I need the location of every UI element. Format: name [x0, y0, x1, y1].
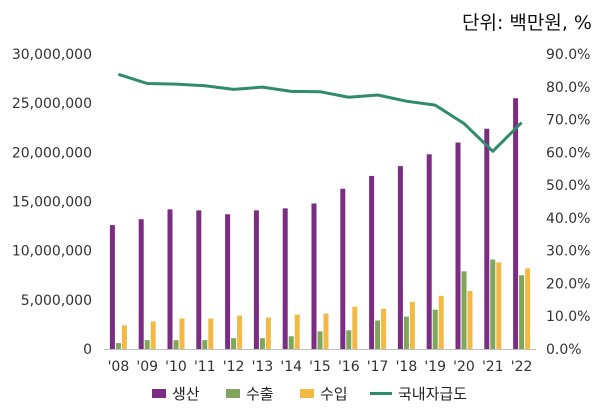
bar-수입: [208, 318, 214, 349]
bar-생산: [138, 219, 144, 349]
legend-swatch: [300, 389, 314, 398]
y-left-tick-label: 30,000,000: [12, 47, 92, 63]
bar-수입: [467, 290, 473, 349]
bars: [109, 98, 531, 349]
y-right-tick-label: 10.0%: [546, 309, 590, 325]
bar-수출: [346, 330, 352, 349]
x-tick-label: '16: [338, 359, 360, 375]
legend-label: 국내자급도: [398, 385, 467, 403]
y-left-tick-label: 20,000,000: [12, 145, 92, 161]
left-axis: 0 5,000,000 10,000,000 15,000,000 20,000,000…: [12, 47, 92, 358]
x-tick-label: '09: [136, 359, 158, 375]
bar-수입: [323, 313, 329, 349]
x-tick-label: '22: [511, 359, 533, 375]
bar-수출: [519, 275, 525, 349]
bar-수출: [202, 340, 208, 349]
y-left-tick-label: 15,000,000: [12, 195, 92, 211]
x-tick-label: '11: [194, 359, 216, 375]
x-tick-label: '08: [108, 359, 130, 375]
bar-수출: [115, 343, 121, 349]
y-right-tick-label: 50.0%: [546, 178, 590, 194]
legend: 생산 수출 수입 국내자급도: [152, 385, 467, 403]
x-ticks: '08 '09 '10 '11 '12 '13 '14 '15 '16 '17 '18 '19 '20 '…: [108, 359, 533, 375]
bar-생산: [455, 142, 461, 349]
y-left-tick-label: 0: [83, 342, 92, 358]
bar-수출: [231, 338, 237, 349]
bar-수입: [150, 321, 156, 349]
x-tick-label: '13: [252, 359, 274, 375]
bar-생산: [426, 154, 432, 349]
bar-수출: [317, 331, 323, 349]
bar-수출: [259, 338, 265, 349]
bar-수입: [121, 325, 127, 349]
y-right-tick-label: 40.0%: [546, 211, 590, 227]
y-left-tick-label: 10,000,000: [12, 244, 92, 260]
y-left-tick-label: 5,000,000: [21, 293, 92, 309]
bar-수출: [432, 309, 438, 349]
bar-수입: [179, 318, 185, 349]
bar-생산: [340, 188, 346, 349]
y-right-tick-label: 60.0%: [546, 145, 590, 161]
bar-생산: [484, 128, 490, 349]
bar-생산: [311, 203, 317, 349]
bar-생산: [369, 175, 375, 349]
bar-생산: [109, 225, 115, 349]
bar-생산: [253, 210, 259, 349]
bar-생산: [397, 166, 403, 349]
y-right-tick-label: 0.0%: [546, 342, 582, 358]
line-series: [117, 72, 523, 153]
x-tick-label: '20: [453, 359, 475, 375]
bar-생산: [196, 210, 202, 349]
y-left-tick-label: 25,000,000: [12, 96, 92, 112]
right-axis: 0.0% 10.0% 20.0% 30.0% 40.0% 50.0% 60.0% 70.0% 8…: [546, 47, 590, 358]
legend-label: 수입: [320, 385, 348, 403]
bar-수입: [525, 268, 531, 349]
y-right-tick-label: 20.0%: [546, 276, 590, 292]
bar-수출: [173, 340, 179, 349]
bar-수입: [496, 262, 502, 349]
bar-수입: [352, 306, 358, 349]
y-right-tick-label: 80.0%: [546, 80, 590, 96]
bar-수출: [490, 259, 496, 349]
bar-생산: [513, 98, 519, 349]
legend-swatch: [152, 389, 166, 398]
bar-수입: [381, 308, 387, 349]
x-tick-label: '12: [223, 359, 245, 375]
legend-label: 수출: [246, 385, 274, 403]
bar-수입: [438, 295, 444, 349]
unit-label: 단위: 백만원, %: [462, 12, 592, 34]
line-국내자급도: [117, 72, 523, 153]
y-right-tick-label: 70.0%: [546, 113, 590, 129]
legend-label: 생산: [172, 385, 200, 403]
bar-수입: [265, 317, 271, 349]
bar-수입: [237, 315, 243, 349]
y-right-tick-label: 90.0%: [546, 47, 590, 63]
x-tick-label: '21: [482, 359, 504, 375]
bar-수출: [461, 271, 467, 349]
bar-수출: [403, 316, 409, 349]
y-right-tick-label: 30.0%: [546, 244, 590, 260]
bar-수출: [144, 340, 150, 349]
x-tick-label: '14: [280, 359, 302, 375]
x-tick-label: '15: [309, 359, 331, 375]
bar-수출: [288, 336, 294, 349]
legend-swatch: [226, 389, 240, 398]
x-tick-label: '17: [367, 359, 389, 375]
bar-생산: [225, 214, 231, 349]
bar-생산: [282, 208, 288, 349]
bar-수출: [375, 320, 381, 349]
x-tick-label: '10: [165, 359, 187, 375]
x-tick-label: '19: [424, 359, 446, 375]
bar-생산: [167, 209, 173, 349]
bar-수입: [294, 314, 300, 349]
x-tick-label: '18: [396, 359, 418, 375]
bar-수입: [409, 301, 415, 349]
